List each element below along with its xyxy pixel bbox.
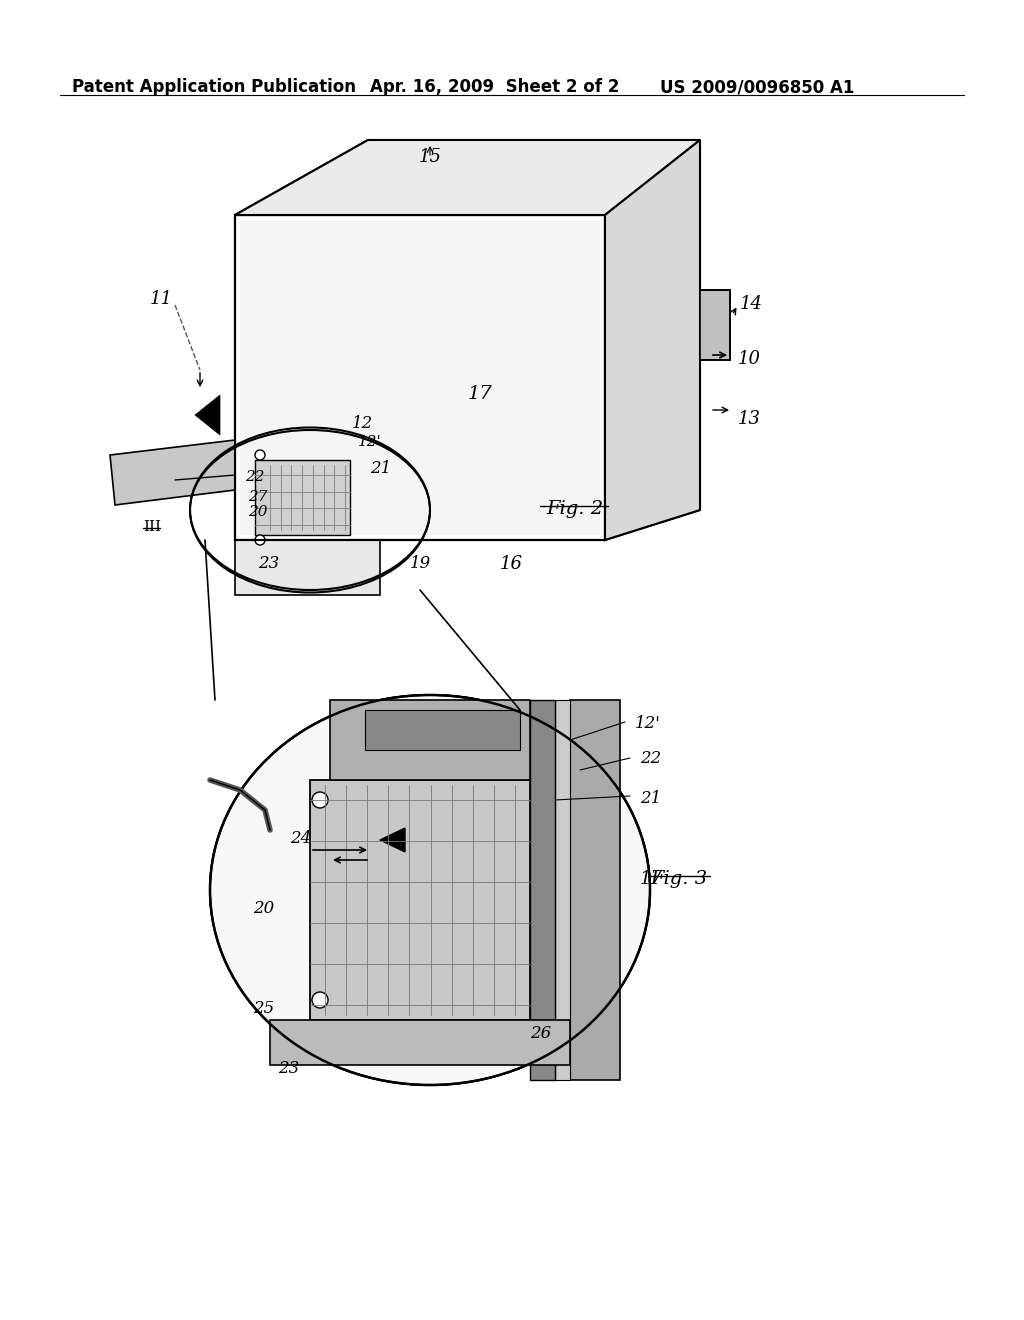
Text: 23: 23 — [258, 554, 280, 572]
Text: 12': 12' — [635, 715, 660, 733]
Polygon shape — [234, 140, 700, 215]
Text: 17: 17 — [468, 385, 493, 403]
Text: 14: 14 — [740, 294, 763, 313]
Text: 12: 12 — [352, 414, 374, 432]
Polygon shape — [110, 440, 234, 506]
Polygon shape — [555, 700, 570, 1080]
Text: 10: 10 — [738, 350, 761, 368]
Polygon shape — [530, 700, 555, 1080]
Text: 27: 27 — [248, 490, 267, 504]
Polygon shape — [270, 1020, 570, 1065]
Text: Apr. 16, 2009  Sheet 2 of 2: Apr. 16, 2009 Sheet 2 of 2 — [370, 78, 620, 96]
Polygon shape — [195, 395, 220, 436]
Text: 24: 24 — [290, 830, 311, 847]
Polygon shape — [330, 700, 530, 780]
Polygon shape — [700, 290, 730, 360]
Text: 22: 22 — [245, 470, 264, 484]
Text: 11: 11 — [150, 290, 173, 308]
Polygon shape — [570, 700, 620, 1080]
Polygon shape — [605, 140, 700, 540]
Circle shape — [255, 535, 265, 545]
Text: 21: 21 — [640, 789, 662, 807]
Text: 20: 20 — [253, 900, 274, 917]
Text: 25: 25 — [253, 1001, 274, 1016]
Text: 23: 23 — [278, 1060, 299, 1077]
Text: Patent Application Publication: Patent Application Publication — [72, 78, 356, 96]
Ellipse shape — [210, 696, 650, 1085]
Polygon shape — [255, 459, 350, 535]
Text: 20: 20 — [248, 506, 267, 519]
Text: 26: 26 — [530, 1026, 551, 1041]
Text: III: III — [143, 520, 161, 535]
Polygon shape — [234, 540, 380, 595]
Text: 17: 17 — [640, 870, 663, 888]
Text: 19: 19 — [410, 554, 431, 572]
Text: Fig. 3: Fig. 3 — [650, 870, 708, 888]
Text: Fig. 2: Fig. 2 — [547, 500, 603, 517]
Text: 12': 12' — [358, 436, 382, 449]
Text: 13: 13 — [738, 411, 761, 428]
Polygon shape — [240, 220, 600, 535]
Circle shape — [312, 993, 328, 1008]
Polygon shape — [365, 710, 520, 750]
Text: 16: 16 — [500, 554, 523, 573]
Text: 21: 21 — [370, 459, 391, 477]
Polygon shape — [380, 828, 406, 851]
Polygon shape — [310, 780, 530, 1020]
Text: 22: 22 — [640, 750, 662, 767]
Circle shape — [255, 450, 265, 459]
Text: 15: 15 — [419, 148, 441, 166]
Circle shape — [312, 792, 328, 808]
Text: US 2009/0096850 A1: US 2009/0096850 A1 — [660, 78, 854, 96]
